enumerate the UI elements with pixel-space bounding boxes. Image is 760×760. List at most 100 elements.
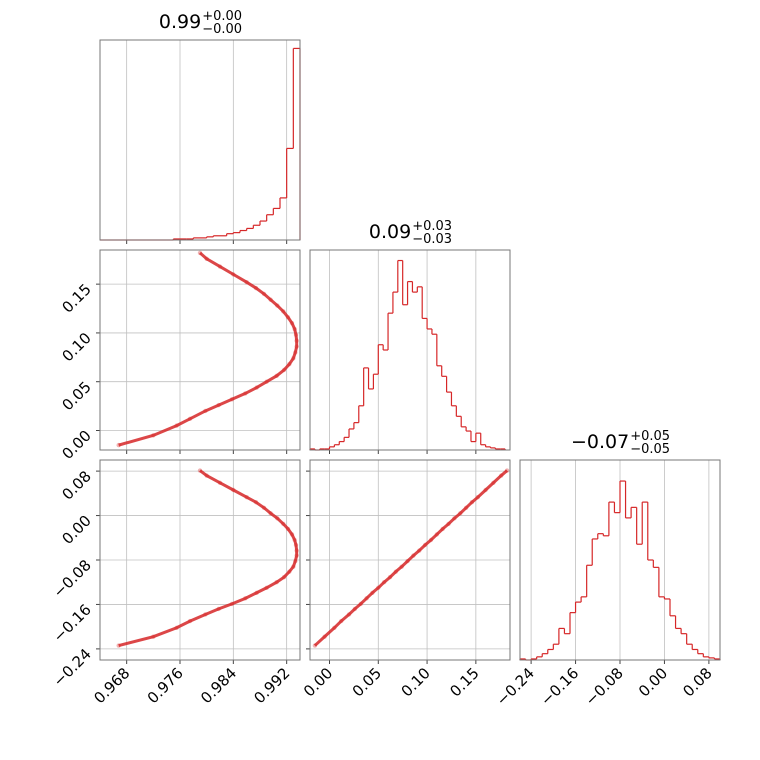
title-lower-error: −0.03 <box>412 232 452 247</box>
sample-point <box>281 367 287 373</box>
sample-point <box>231 487 236 493</box>
sample-point <box>274 373 279 379</box>
sample-point <box>275 516 280 521</box>
sample-point <box>475 495 481 500</box>
y-tick-label: 0.00 <box>58 512 94 548</box>
sample-point <box>381 580 387 585</box>
sample-point <box>292 326 297 332</box>
sample-point <box>483 487 488 493</box>
title-lower-error: −0.05 <box>630 442 670 457</box>
sample-point <box>275 303 280 308</box>
sample-point <box>229 601 235 607</box>
sample-point <box>499 473 504 478</box>
sample-point <box>243 596 248 601</box>
sample-point <box>294 553 299 558</box>
sample-point <box>346 612 352 617</box>
x-tick-label: 0.00 <box>635 664 671 700</box>
panel-frame <box>309 459 511 661</box>
sample-point <box>231 272 236 277</box>
x-tick-label: 0.05 <box>349 664 385 700</box>
sample-point <box>254 385 259 390</box>
sample-point <box>287 569 292 574</box>
x-tick-label: −0.16 <box>537 664 582 709</box>
sample-point <box>244 495 249 500</box>
sample-point <box>428 537 434 543</box>
sample-point <box>294 344 299 349</box>
sample-point <box>352 606 358 612</box>
sample-point <box>289 532 295 537</box>
sample-point <box>151 634 156 639</box>
sample-point <box>244 279 249 285</box>
sample-point <box>216 606 221 612</box>
sample-point <box>287 361 292 367</box>
y-tick-label: −0.08 <box>50 556 95 601</box>
sample-point <box>463 505 469 510</box>
sample-point <box>289 320 295 326</box>
sample-point <box>393 569 399 574</box>
sample-point <box>174 625 179 630</box>
panel-frame <box>309 249 511 451</box>
sample-point <box>440 526 445 532</box>
sample-point <box>364 596 369 601</box>
x-tick-label: 0.992 <box>250 664 293 707</box>
y-tick-label: 0.10 <box>58 329 94 365</box>
sample-point <box>504 468 510 473</box>
density-contour <box>118 251 299 447</box>
sample-point <box>322 634 327 639</box>
sample-point <box>294 548 299 553</box>
panel-title: 0.99 <box>159 11 201 33</box>
title-upper-error: +0.03 <box>412 219 452 234</box>
panel-background <box>100 250 300 450</box>
sample-point <box>281 575 287 580</box>
panel-background <box>100 40 300 240</box>
sample-point <box>216 402 221 408</box>
panel-frame <box>99 459 301 661</box>
sample-point <box>197 468 203 473</box>
sample-point <box>293 542 299 548</box>
x-tick-label: 0.976 <box>144 664 187 707</box>
sample-point <box>268 511 273 516</box>
sample-point <box>312 643 318 648</box>
sample-point <box>332 625 337 630</box>
sample-point <box>197 250 203 256</box>
x-tick-label: 0.968 <box>90 664 133 707</box>
sample-point <box>434 532 440 537</box>
sample-point <box>417 548 422 553</box>
sample-point <box>253 285 259 291</box>
sample-point <box>293 350 298 355</box>
sample-point <box>151 433 156 438</box>
title-upper-error: +0.05 <box>630 429 670 444</box>
y-tick-label: −0.16 <box>50 601 95 646</box>
sample-point <box>203 612 208 617</box>
sample-point <box>291 564 296 569</box>
sample-point <box>261 291 267 297</box>
panel-frame <box>519 459 721 661</box>
sample-point <box>264 585 269 590</box>
sample-point <box>261 505 267 510</box>
sample-point <box>203 408 208 414</box>
y-tick-label: 0.05 <box>58 378 94 414</box>
sample-point <box>116 643 121 648</box>
sample-point <box>292 537 297 543</box>
sample-point <box>204 473 209 478</box>
sample-point <box>469 500 475 505</box>
density-contour <box>118 469 299 648</box>
sample-point <box>339 618 344 624</box>
x-tick-label: −0.24 <box>493 664 538 709</box>
sample-point <box>399 564 404 569</box>
sample-point <box>264 379 269 384</box>
y-tick-label: 0.08 <box>58 467 94 503</box>
x-tick-label: 0.984 <box>197 664 240 707</box>
sample-point <box>274 580 279 585</box>
title-upper-error: +0.00 <box>202 9 242 24</box>
sample-point <box>293 558 298 564</box>
sample-point <box>293 332 299 338</box>
sample-point <box>422 542 428 548</box>
sample-point <box>491 480 496 485</box>
panel-background <box>310 250 510 450</box>
sample-point <box>370 590 375 595</box>
sample-point <box>376 585 381 590</box>
sample-point <box>116 442 121 448</box>
title-lower-error: −0.00 <box>202 22 242 37</box>
sample-point <box>285 526 291 532</box>
